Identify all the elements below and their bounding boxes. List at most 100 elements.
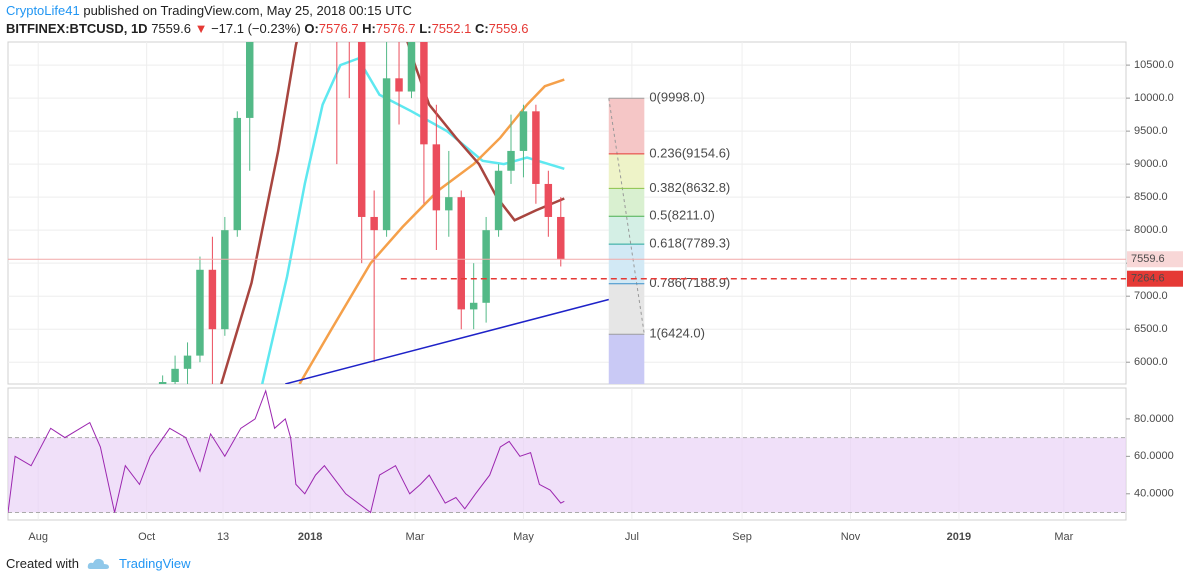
- l-value: 7552.1: [431, 21, 472, 36]
- fib-band: [608, 153, 645, 189]
- y-tick-label: 80.0000: [1134, 413, 1174, 425]
- published: published on TradingView.com, May 25, 20…: [83, 3, 412, 18]
- fib-band: [608, 334, 645, 384]
- price-panel: [7, 41, 1127, 385]
- fib-band: [608, 188, 645, 217]
- fib-label: 0(9998.0): [649, 90, 705, 105]
- candle-body: [432, 144, 441, 211]
- candle-body: [258, 0, 265, 32]
- candle-body: [420, 42, 428, 145]
- moving-average: [220, 42, 565, 384]
- moving-average: [260, 56, 565, 384]
- candle-body: [445, 197, 453, 211]
- x-tick-label: Sep: [732, 531, 752, 543]
- fib-band: [608, 244, 645, 284]
- o-value: 7576.7: [318, 21, 359, 36]
- fib-label: 0.5(8211.0): [649, 208, 715, 223]
- candle-body: [346, 0, 353, 19]
- y-tick-label: 40.0000: [1134, 488, 1174, 500]
- candle-body: [357, 42, 366, 217]
- price-box-label: 7559.6: [1131, 253, 1165, 265]
- logo: [87, 558, 109, 569]
- x-tick-label: Oct: [138, 531, 155, 543]
- chart: 0(9998.0) 0.236(9154.6) 0.382(8632.8) 0.5(8…: [7, 0, 1183, 543]
- rsi-line: [8, 389, 565, 514]
- candle-body: [544, 183, 553, 217]
- candle-body: [370, 216, 378, 231]
- y-tick-label: 9000.0: [1134, 158, 1168, 170]
- l-label: L:: [419, 21, 432, 36]
- candle-body: [457, 197, 465, 310]
- candle-body: [494, 170, 503, 231]
- candle-body: [507, 150, 515, 171]
- symbol: BITFINEX:BTCUSD, 1D: [6, 21, 148, 36]
- candle-body: [407, 42, 416, 92]
- x-tick-label: May: [513, 531, 534, 543]
- candle-body: [183, 355, 192, 369]
- price-box: [1127, 270, 1183, 287]
- fib-trend: [608, 98, 645, 335]
- trend-line: [285, 298, 609, 384]
- candle-body: [171, 368, 179, 383]
- change: −17.1 (−0.23%): [211, 21, 301, 36]
- fib-label: 0.786(7188.9): [649, 275, 730, 290]
- fib-band: [608, 98, 645, 154]
- arrow: ▼: [194, 21, 208, 36]
- last: 7559.6: [151, 21, 191, 36]
- y-tick-label: 60.0000: [1134, 450, 1174, 462]
- x-tick-label: Mar: [1054, 531, 1073, 543]
- header-line: CryptoLife41 published on TradingView.co…: [6, 3, 412, 18]
- y-tick-label: 10500.0: [1134, 59, 1174, 71]
- candle-body: [557, 216, 565, 260]
- candle-body: [482, 230, 490, 303]
- y-tick-label: 8000.0: [1134, 224, 1168, 236]
- fib-band: [608, 216, 645, 245]
- moving-average: [298, 78, 565, 384]
- x-tick-label: Nov: [841, 531, 861, 543]
- x-tick-label: Mar: [406, 531, 425, 543]
- footer: Created with TradingView: [6, 556, 191, 571]
- rsi-plot: [8, 389, 1126, 514]
- candle-body: [208, 269, 217, 330]
- candle-body: [196, 269, 204, 356]
- brand[interactable]: TradingView: [118, 556, 191, 571]
- candle-body: [233, 117, 242, 231]
- x-tick-label: 13: [217, 531, 229, 543]
- c-label: C:: [474, 21, 489, 36]
- y-tick-label: 7000.0: [1134, 290, 1168, 302]
- y-tick-label: 6000.0: [1134, 356, 1168, 368]
- candle-body: [395, 78, 403, 92]
- o-label: O:: [304, 21, 319, 36]
- y-tick-label: 6500.0: [1134, 323, 1168, 335]
- x-tick-label: Aug: [28, 531, 48, 543]
- candle-body: [519, 111, 528, 151]
- created-with: Created with: [6, 556, 79, 571]
- header-line: BITFINEX:BTCUSD, 1D 7559.6 ▼ −17.1 (−0.2…: [6, 21, 528, 36]
- candle-body: [532, 111, 540, 184]
- y-tick-label: 8500.0: [1134, 191, 1168, 203]
- h-label: H:: [362, 21, 376, 36]
- candle-body: [245, 42, 254, 118]
- axes: 6000.06500.07000.07500.08000.08500.09000…: [28, 59, 1183, 543]
- x-tick-label: 2019: [947, 531, 971, 543]
- candle-body: [221, 230, 229, 330]
- c-value: 7559.6: [488, 21, 529, 36]
- y-tick-label: 9500.0: [1134, 125, 1168, 137]
- price-box-label: 7264.6: [1131, 273, 1165, 285]
- fib-label: 0.382(8632.8): [649, 180, 730, 195]
- candle-body: [158, 382, 167, 384]
- fib-label: 1(6424.0): [649, 326, 705, 341]
- author[interactable]: CryptoLife41: [6, 3, 80, 18]
- h-value: 7576.7: [375, 21, 416, 36]
- fib-band: [608, 283, 645, 335]
- fib-label: 0.236(9154.6): [649, 145, 730, 160]
- y-tick-label: 10000.0: [1134, 92, 1174, 104]
- rsi-band: [8, 437, 1126, 513]
- fib-label: 0.618(7789.3): [649, 236, 730, 251]
- x-tick-label: Jul: [625, 531, 639, 543]
- price-plot: 0(9998.0) 0.236(9154.6) 0.382(8632.8) 0.5(8…: [8, 0, 1126, 384]
- x-tick-label: 2018: [298, 531, 322, 543]
- price-box: [1127, 251, 1183, 268]
- candle-body: [382, 78, 391, 231]
